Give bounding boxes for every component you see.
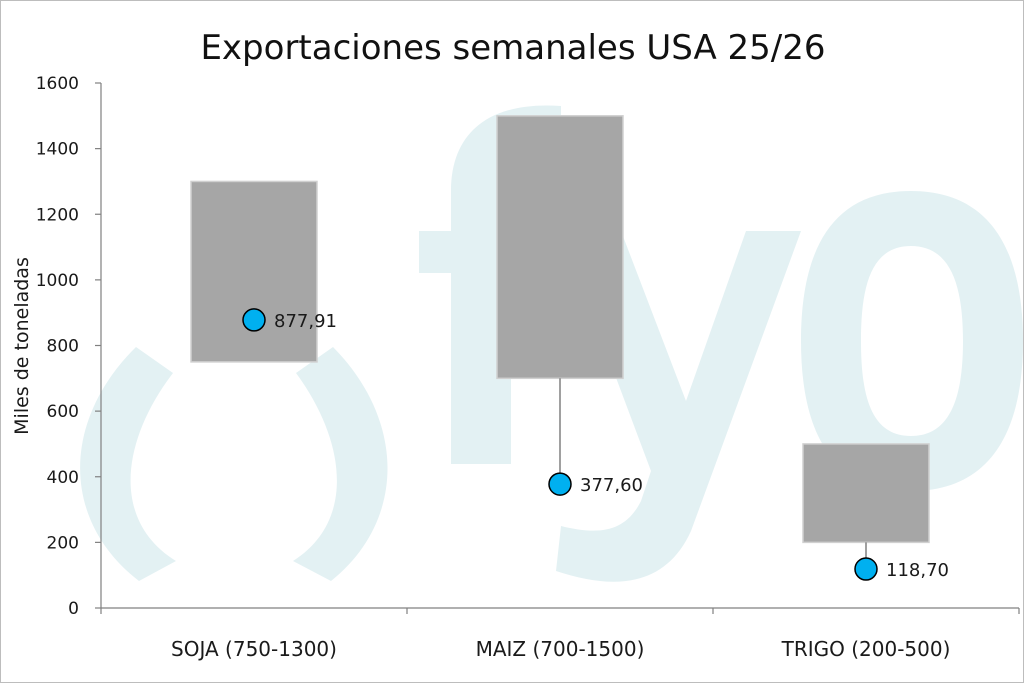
y-tick-label: 1000 [36,271,79,291]
y-axis-title: Miles de toneladas [11,257,33,435]
y-tick-label: 400 [47,468,79,488]
value-label: 377,60 [580,475,643,496]
y-tick-label: 200 [47,533,79,553]
value-markers [242,308,878,581]
value-marker [854,557,878,581]
value-label: 118,70 [886,560,949,581]
y-tick-label: 800 [47,337,79,357]
y-axis-ticks: 0 200 400 600 800 1000 1200 1400 1600 [36,74,101,619]
range-box [802,443,930,544]
value-marker [548,472,572,496]
category-label: SOJA (750-1300) [171,637,337,661]
y-tick-label: 1400 [36,140,79,160]
y-tick-label: 0 [68,599,79,619]
range-boxes [190,115,930,544]
range-box [190,180,318,363]
axes [100,83,1020,614]
category-labels: SOJA (750-1300) MAIZ (700-1500) TRIGO (200… [171,637,950,661]
y-tick-label: 1600 [36,74,79,94]
watermark-letter-f [419,105,561,464]
value-labels: 877,91 377,60 118,70 [274,311,949,581]
watermark-paren-left [80,347,176,581]
category-label: MAIZ (700-1500) [476,637,645,661]
range-box [496,115,624,380]
value-label: 877,91 [274,311,337,332]
value-marker [242,308,266,332]
watermark-letter-o [801,191,1023,491]
y-tick-label: 1200 [36,205,79,225]
chart-title: Exportaciones semanales USA 25/26 [200,28,825,68]
watermark-paren-right [293,347,388,581]
category-label: TRIGO (200-500) [781,637,951,661]
y-tick-label: 600 [47,402,79,422]
